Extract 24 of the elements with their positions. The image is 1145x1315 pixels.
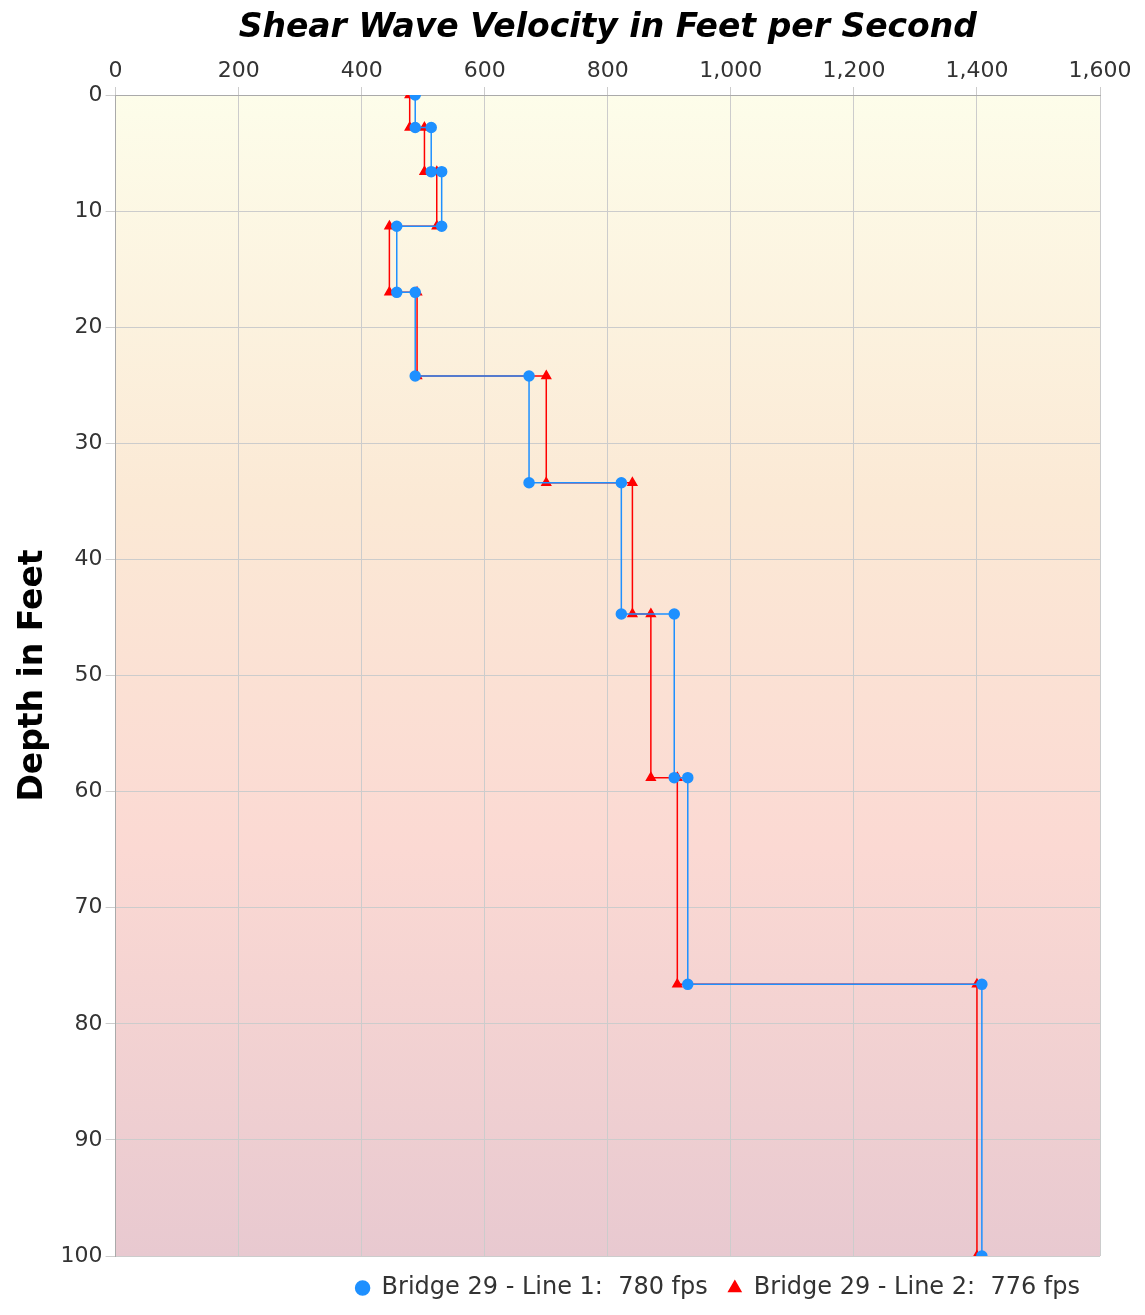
y-tick-label: 0	[88, 80, 103, 106]
y-tick-label: 30	[74, 429, 103, 455]
y-tick-label: 70	[74, 893, 103, 919]
x-tick-label: 600	[463, 56, 506, 82]
x-tick-label: 200	[217, 56, 260, 82]
x-tick-label: 1,000	[699, 56, 763, 82]
x-tick-label: 1,200	[822, 56, 886, 82]
y-tick-label: 90	[74, 1125, 103, 1151]
legend-label: Bridge 29 - Line 1: 780 fps	[381, 1272, 708, 1301]
x-tick-label: 1,400	[945, 56, 1009, 82]
y-tick-label: 50	[74, 661, 103, 687]
y-tick-label: 20	[74, 312, 103, 338]
x-tick-label: 800	[586, 56, 629, 82]
y-tick-label: 10	[74, 196, 103, 222]
y-tick-label: 60	[74, 777, 103, 803]
y-tick-label: 40	[74, 545, 103, 571]
y-tick-label: 100	[60, 1241, 103, 1267]
legend-label: Bridge 29 - Line 2: 776 fps	[753, 1272, 1080, 1301]
x-tick-label: 0	[108, 56, 123, 82]
y-tick-label: 80	[74, 1009, 103, 1035]
y-axis-title: Depth in Feet	[11, 549, 51, 802]
x-axis-title: Shear Wave Velocity in Feet per Second	[238, 6, 978, 46]
x-tick-label: 1,600	[1068, 56, 1132, 82]
x-tick-label: 400	[340, 56, 383, 82]
